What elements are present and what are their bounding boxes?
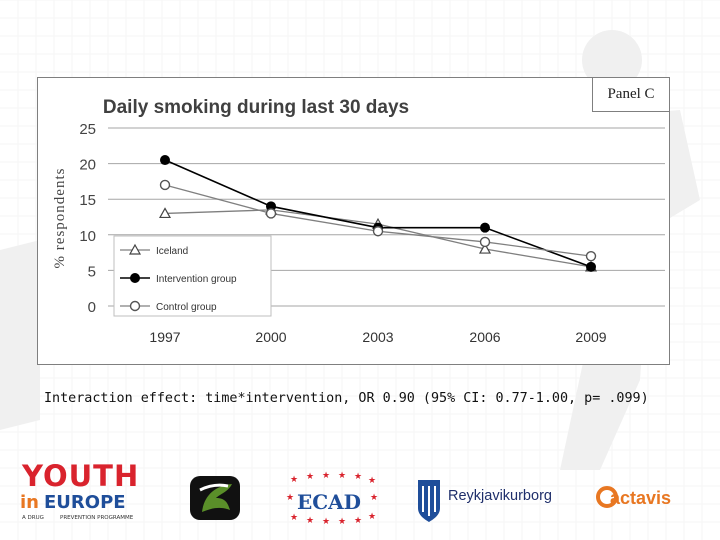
data-point-control-group [585,250,597,262]
x-tick-label: 1997 [149,329,180,345]
data-point-control-group [372,226,384,237]
svg-text:★: ★ [368,512,376,522]
svg-text:★: ★ [338,471,346,481]
data-point-control-group [479,236,491,248]
svg-text:★: ★ [290,475,298,485]
legend-marker [130,273,140,283]
data-point-intervention-group [480,222,490,233]
legend-marker [129,300,141,312]
svg-text:★: ★ [286,493,294,503]
svg-text:★: ★ [322,517,330,526]
green-emblem-logo [190,476,240,520]
x-tick-label: 2000 [255,329,286,345]
youth-logo-line1: YOUTH [21,459,139,493]
y-tick-label: 15 [79,192,96,209]
youth-logo-tagline-a: A DRUG [22,515,44,521]
youth-logo-in: in [20,492,39,513]
ecad-logo-text: ECAD [297,490,361,514]
data-point-control-group [159,179,171,191]
legend-marker [128,243,142,255]
line-chart: Daily smoking during last 30 days 25 20 15 1… [52,97,665,345]
legend-label: Iceland [156,246,188,257]
legend-label: Intervention group [156,274,237,285]
y-axis-label: % respondents [52,168,68,269]
data-point-control-group [265,208,277,219]
y-tick-label: 20 [79,157,96,174]
reykjavikurborg-logo-text: Reykjavikurborg [448,488,552,504]
svg-text:★: ★ [370,493,378,503]
data-point-iceland [478,242,492,254]
svg-text:★: ★ [322,471,330,481]
x-tick-label: 2006 [469,329,500,345]
interaction-effect-caption: Interaction effect: time*intervention, O… [44,391,649,406]
chart-frame: Daily smoking during last 30 days 25 20 15 1… [37,77,670,365]
youth-logo-europe: EUROPE [44,492,126,513]
legend-box [113,235,272,317]
actavis-logo: actavis [596,486,671,508]
y-tick-label: 25 [79,121,96,138]
svg-text:★: ★ [354,472,362,482]
svg-text:★: ★ [306,516,314,526]
svg-text:★: ★ [368,476,376,486]
y-tick-label: 5 [88,263,96,280]
youth-in-europe-logo: YOUTH in EUROPE A DRUG PREVENTION PROGRA… [20,459,139,521]
y-tick-label: 0 [88,299,96,316]
legend-label: Control group [156,302,217,313]
svg-text:★: ★ [306,472,314,482]
data-point-intervention-group [586,261,596,272]
svg-text:★: ★ [338,517,346,526]
actavis-logo-text: actavis [610,488,671,508]
x-tick-label: 2009 [575,329,606,345]
chart-title: Daily smoking during last 30 days [103,97,409,118]
svg-text:★: ★ [290,513,298,523]
x-tick-label: 2003 [362,329,393,345]
data-point-iceland [158,207,172,219]
svg-text:★: ★ [354,516,362,526]
data-point-intervention-group [160,155,170,166]
reykjavikurborg-logo: Reykjavikurborg [418,480,552,522]
y-tick-label: 10 [79,228,96,245]
youth-logo-tagline-b: PREVENTION PROGRAMME [60,515,134,521]
panel-label: Panel C [592,77,670,112]
ecad-logo: ★ ★ ★ ★ ★ ★ ★ ★ ★ ★ ★ ★ ★ ★ ECAD [286,471,378,526]
